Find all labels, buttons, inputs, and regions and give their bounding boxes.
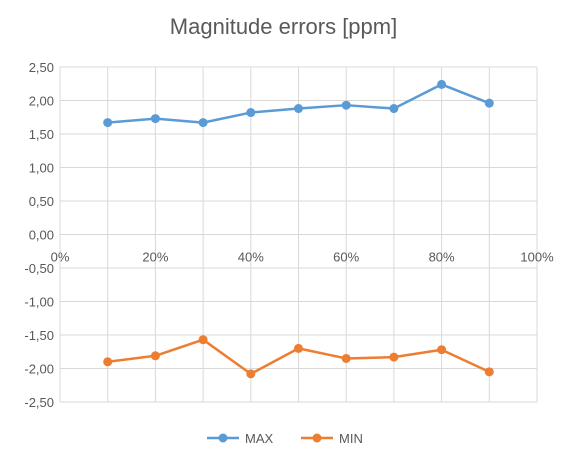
data-point-max: [150, 114, 160, 124]
data-point-max: [437, 79, 447, 89]
y-tick-label: 0,50: [29, 194, 54, 209]
data-point-max: [389, 104, 399, 114]
y-tick-label: 1,50: [29, 127, 54, 142]
data-point-min: [103, 357, 113, 367]
y-tick-label: 1,00: [29, 161, 54, 176]
series-group: [103, 79, 494, 379]
data-point-max: [294, 104, 303, 114]
y-tick-label: 2,00: [29, 94, 54, 109]
legend-swatch-marker: [218, 433, 228, 443]
y-tick-label: 0,00: [29, 228, 54, 243]
y-tick-label: -1,50: [24, 328, 54, 343]
data-point-min: [150, 351, 160, 361]
x-tick-label: 20%: [142, 250, 168, 265]
data-point-max: [246, 108, 256, 118]
data-point-min: [198, 335, 208, 345]
legend-label: MIN: [339, 431, 363, 446]
x-tick-label: 0%: [51, 250, 70, 265]
x-tick-label: 80%: [429, 250, 455, 265]
legend: MAX MIN: [207, 431, 363, 446]
x-tick-label: 100%: [520, 250, 554, 265]
data-point-min: [341, 353, 351, 363]
data-point-max: [341, 100, 351, 110]
data-point-min: [484, 367, 494, 377]
legend-label: MAX: [245, 431, 274, 446]
legend-swatch-marker: [312, 433, 322, 443]
data-point-min: [437, 345, 447, 355]
data-point-min: [294, 343, 303, 353]
data-point-max: [484, 98, 494, 108]
y-tick-label: 2,50: [29, 60, 54, 75]
x-tick-label: 60%: [333, 250, 359, 265]
x-axis-ticks: 0% 20% 40% 60% 80% 100%: [51, 250, 554, 265]
y-tick-label: -1,00: [24, 295, 54, 310]
x-tick-label: 40%: [238, 250, 264, 265]
y-tick-label: -0,50: [24, 261, 54, 276]
data-point-min: [246, 369, 256, 379]
y-axis-ticks: 2,50 2,00 1,50 1,00 0,50 0,00 -0,50 -1,00 -1,50 -…: [24, 60, 54, 410]
data-point-max: [103, 118, 113, 128]
y-tick-label: -2,50: [24, 395, 54, 410]
chart-title: Magnitude errors [ppm]: [169, 14, 398, 39]
data-point-min: [389, 352, 399, 362]
y-tick-label: -2,00: [24, 362, 54, 377]
data-point-max: [198, 118, 208, 128]
